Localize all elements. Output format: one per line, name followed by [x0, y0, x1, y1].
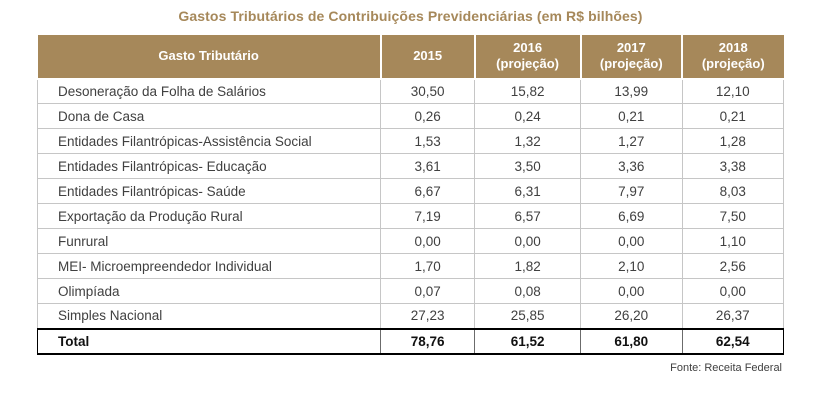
table-row: MEI- Microempreendedor Individual 1,70 1,8… — [36, 253, 785, 279]
row-value: 3,36 — [580, 153, 683, 179]
row-value: 27,23 — [380, 303, 476, 329]
row-value: 1,10 — [681, 228, 785, 254]
row-value: 0,00 — [380, 228, 476, 254]
row-value: 12,10 — [681, 78, 785, 104]
row-value: 26,20 — [580, 303, 683, 329]
row-value: 1,28 — [681, 128, 785, 154]
row-value: 3,61 — [380, 153, 476, 179]
row-value: 7,50 — [681, 203, 785, 229]
row-value: 7,19 — [380, 203, 476, 229]
column-header-label: 2015 — [413, 48, 443, 64]
row-value: 1,32 — [474, 128, 582, 154]
row-value: 0,00 — [580, 278, 683, 304]
row-value: 6,67 — [380, 178, 476, 204]
header-row: Gasto Tributário 2015 2016 (projeção) 2017 (p… — [37, 33, 784, 80]
row-label: Desoneração da Folha de Salários — [36, 78, 382, 104]
row-value: 8,03 — [681, 178, 785, 204]
row-value: 61,52 — [474, 327, 582, 355]
column-header-label: Gasto Tributário — [158, 48, 259, 64]
column-header-sublabel: (projeção) — [496, 56, 560, 72]
row-value: 6,69 — [580, 203, 683, 229]
row-value: 6,31 — [474, 178, 582, 204]
row-value: 7,97 — [580, 178, 683, 204]
table-row: Desoneração da Folha de Salários 30,50 15,… — [36, 78, 785, 104]
row-label: Entidades Filantrópicas- Educação — [36, 153, 382, 179]
column-header: Gasto Tributário — [37, 33, 382, 80]
table-row: Entidades Filantrópicas- Saúde 6,67 6,31 7,… — [36, 178, 785, 204]
row-value: 15,82 — [474, 78, 582, 104]
column-header-sublabel: (projeção) — [599, 56, 663, 72]
row-value: 0,08 — [474, 278, 582, 304]
column-header: 2015 — [379, 33, 476, 80]
row-value: 0,00 — [580, 228, 683, 254]
column-header: 2017 (projeção) — [579, 33, 684, 80]
row-label: Exportação da Produção Rural — [36, 203, 382, 229]
row-label: Funrural — [36, 228, 382, 254]
row-value: 0,00 — [681, 278, 785, 304]
row-value: 0,24 — [474, 103, 582, 129]
row-value: 0,07 — [380, 278, 476, 304]
row-value: 13,99 — [580, 78, 683, 104]
row-value: 78,76 — [380, 327, 476, 355]
row-value: 2,56 — [681, 253, 785, 279]
row-label: Olimpíada — [36, 278, 382, 304]
column-header-label: 2017 — [616, 40, 646, 55]
page: Gastos Tributários de Contribuições Prev… — [36, 0, 785, 374]
row-value: 0,21 — [681, 103, 785, 129]
row-label: Dona de Casa — [36, 103, 382, 129]
table-row: Entidades Filantrópicas-Assistência Soci… — [36, 128, 785, 154]
table-row: Simples Nacional 27,23 25,85 26,20 26,37 — [36, 303, 785, 329]
row-value: 0,00 — [474, 228, 582, 254]
row-value: 3,38 — [681, 153, 785, 179]
row-value: 30,50 — [380, 78, 476, 104]
table-row: Olimpíada 0,07 0,08 0,00 0,00 — [36, 278, 785, 304]
table-row: Exportação da Produção Rural 7,19 6,57 6,69… — [36, 203, 785, 229]
row-value: 61,80 — [580, 327, 683, 355]
row-value: 1,27 — [580, 128, 683, 154]
column-header: 2016 (projeção) — [473, 33, 582, 80]
column-header: 2018 (projeção) — [681, 33, 784, 80]
row-label: MEI- Microempreendedor Individual — [36, 253, 382, 279]
row-label: Simples Nacional — [36, 303, 382, 329]
tax-expenditure-table: Gasto Tributário 2015 2016 (projeção) 2017 (p… — [36, 33, 785, 355]
table-head: Gasto Tributário 2015 2016 (projeção) 2017 (p… — [37, 33, 784, 80]
column-header-label: 2018 — [718, 40, 748, 55]
table-row: Funrural 0,00 0,00 0,00 1,10 — [36, 228, 785, 254]
row-value: 1,53 — [380, 128, 476, 154]
column-header-label: 2016 — [513, 40, 543, 55]
row-label: Entidades Filantrópicas-Assistência Soci… — [36, 128, 382, 154]
row-value: 1,82 — [474, 253, 582, 279]
row-value: 25,85 — [474, 303, 582, 329]
row-value: 2,10 — [580, 253, 683, 279]
column-header-sublabel: (projeção) — [701, 56, 765, 72]
row-value: 26,37 — [681, 303, 785, 329]
row-label: Total — [36, 327, 382, 355]
source-note: Fonte: Receita Federal — [670, 361, 782, 374]
row-value: 0,21 — [580, 103, 683, 129]
row-value: 3,50 — [474, 153, 582, 179]
table-body: Desoneração da Folha de Salários 30,50 15,… — [36, 78, 785, 355]
chart-title: Gastos Tributários de Contribuições Prev… — [178, 8, 643, 24]
row-label: Entidades Filantrópicas- Saúde — [36, 178, 382, 204]
row-value: 0,26 — [380, 103, 476, 129]
row-value: 62,54 — [681, 327, 785, 355]
total-row: Total 78,76 61,52 61,80 62,54 — [36, 327, 785, 355]
row-value: 6,57 — [474, 203, 582, 229]
table-row: Dona de Casa 0,26 0,24 0,21 0,21 — [36, 103, 785, 129]
table-row: Entidades Filantrópicas- Educação 3,61 3,5… — [36, 153, 785, 179]
row-value: 1,70 — [380, 253, 476, 279]
